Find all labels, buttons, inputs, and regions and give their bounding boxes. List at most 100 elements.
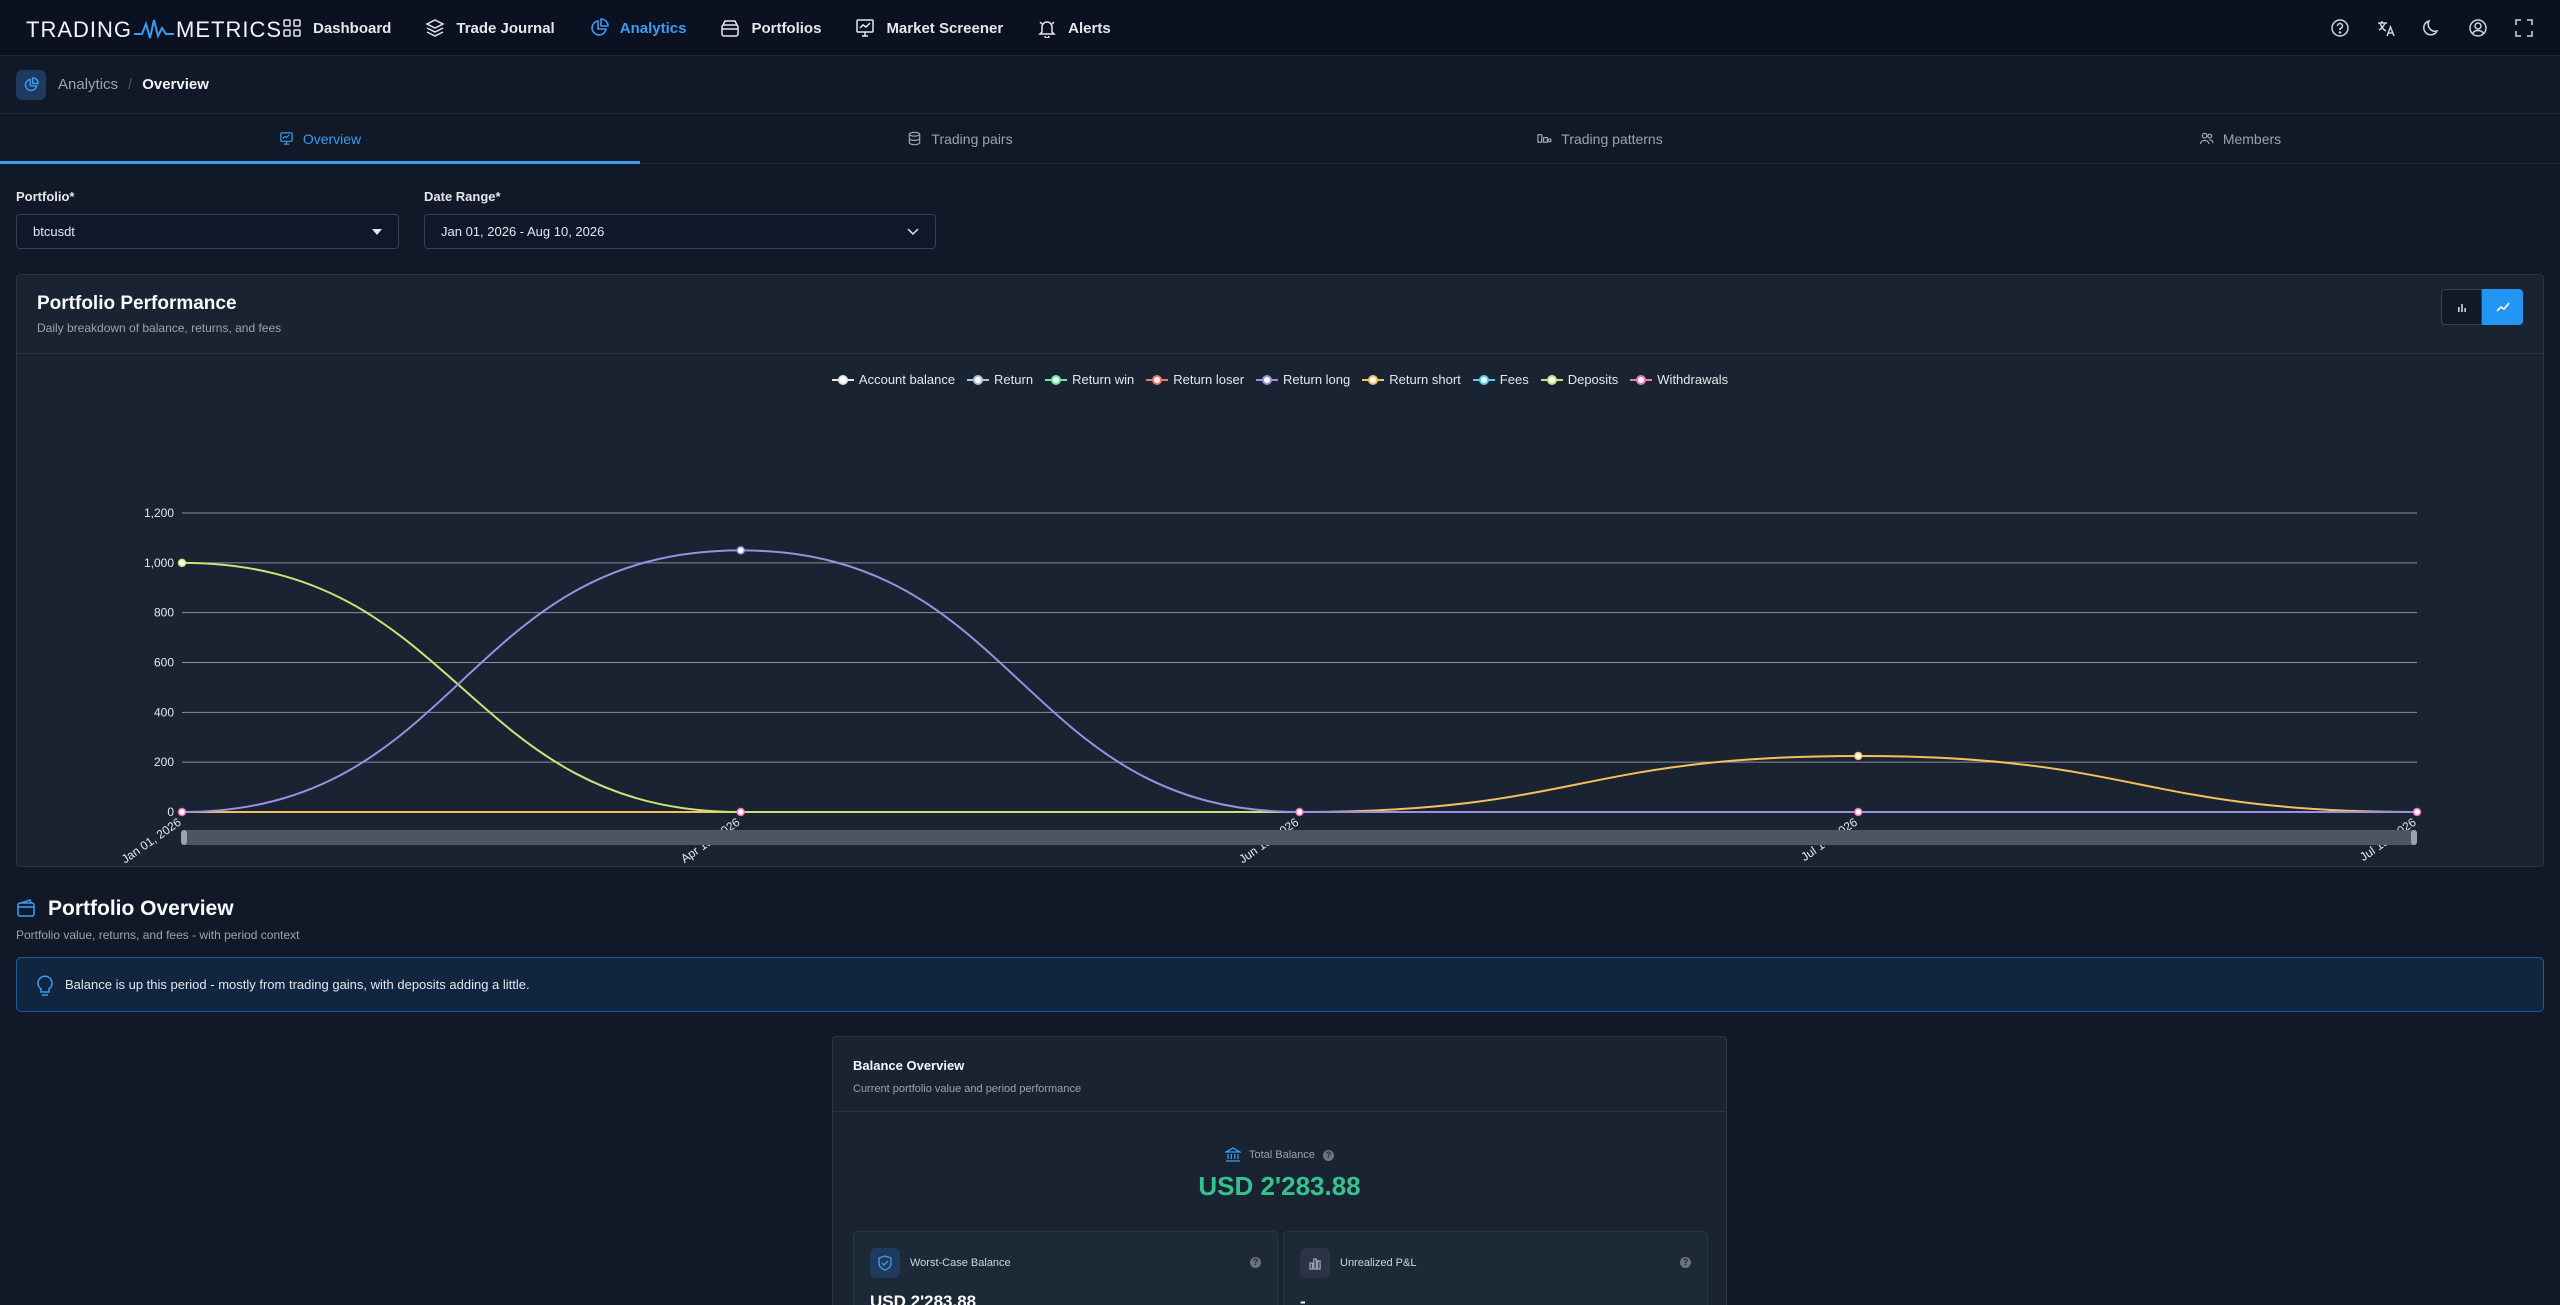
y-tick-label: 400	[154, 705, 174, 719]
legend-label: Return long	[1283, 372, 1351, 387]
nav-analytics[interactable]: Analytics	[589, 18, 687, 38]
tab-label: Overview	[302, 130, 362, 147]
legend-swatch	[1472, 374, 1495, 385]
legend-swatch	[1630, 374, 1653, 385]
tab-members[interactable]: Members	[1920, 114, 2560, 163]
total-balance-label: Total Balance	[1248, 1149, 1316, 1161]
analytics-icon	[16, 69, 46, 100]
shield-icon	[870, 1248, 900, 1278]
legend-item[interactable]: Fees	[1472, 372, 1529, 387]
overview-title: Portfolio Overview	[48, 897, 234, 920]
y-tick-label: 200	[154, 755, 174, 769]
bar-chart-button[interactable]	[2441, 289, 2482, 325]
tab-label: Trading pairs	[931, 130, 1013, 147]
nav-trade-journal[interactable]: Trade Journal	[425, 18, 555, 38]
series-line-deposits	[181, 561, 2417, 814]
chart-type-toggle	[2441, 289, 2523, 325]
x-tick-label: Jan 01, 2026	[119, 815, 184, 866]
analytics-tabs: Overview Trading pairs Trading patterns …	[0, 114, 2560, 164]
lightbulb-icon	[37, 975, 53, 996]
nav-alerts[interactable]: Alerts	[1037, 18, 1111, 38]
legend-item[interactable]: Account balance	[831, 372, 955, 387]
performance-subtitle: Daily breakdown of balance, returns, and…	[37, 321, 282, 335]
moon-icon[interactable]	[2422, 18, 2442, 38]
fullscreen-icon[interactable]	[2514, 18, 2534, 38]
data-point	[1295, 807, 1304, 817]
data-point	[736, 807, 745, 817]
legend-swatch	[1045, 374, 1068, 385]
legend-item[interactable]: Return long	[1256, 372, 1350, 387]
legend-item[interactable]: Return loser	[1146, 372, 1244, 387]
portfolio-value: btcusdt	[33, 224, 75, 239]
legend-item[interactable]: Return win	[1045, 372, 1134, 387]
date-range-value: Jan 01, 2026 - Aug 10, 2026	[441, 224, 605, 239]
logo-text-right: METRICS	[176, 17, 282, 42]
legend-item[interactable]: Withdrawals	[1630, 372, 1728, 387]
slider-handle-left[interactable]	[181, 830, 187, 845]
performance-title: Portfolio Performance	[37, 293, 237, 314]
bell-icon	[1038, 21, 1056, 38]
database-icon	[909, 131, 921, 146]
worst-case-value: USD 2'283.88	[870, 1292, 977, 1305]
tab-trading-patterns[interactable]: Trading patterns	[1280, 114, 1920, 163]
wallet-icon	[721, 20, 740, 37]
slider-handle-right[interactable]	[2411, 830, 2417, 845]
legend-item[interactable]: Deposits	[1540, 372, 1618, 387]
breadcrumb-analytics[interactable]: Analytics	[58, 76, 119, 93]
tab-overview[interactable]: Overview	[0, 114, 640, 164]
total-balance-value: USD 2'283.88	[1198, 1171, 1361, 1201]
data-point	[1854, 807, 1863, 817]
help-icon[interactable]	[2330, 18, 2350, 38]
legend-label: Return short	[1389, 372, 1461, 387]
legend-swatch	[1146, 374, 1169, 385]
legend-label: Return win	[1072, 372, 1135, 387]
balance-title: Balance Overview	[853, 1058, 965, 1073]
help-icon[interactable]: ?	[1680, 1257, 1691, 1268]
legend-swatch	[1540, 374, 1563, 385]
wallet-icon	[17, 899, 35, 917]
users-icon	[2199, 132, 2214, 145]
legend-swatch	[1256, 374, 1279, 385]
nav-label: Analytics	[619, 19, 687, 37]
nav-label: Portfolios	[751, 19, 822, 37]
caret-down-icon	[372, 228, 382, 235]
balance-subtitle: Current portfolio value and period perfo…	[853, 1083, 1082, 1095]
tab-label: Members	[2222, 130, 2282, 147]
line-chart-button[interactable]	[2482, 289, 2523, 325]
pattern-icon	[1537, 134, 1552, 143]
data-point	[177, 558, 187, 568]
y-tick-label: 0	[167, 805, 174, 819]
breadcrumb: Analytics / Overview	[0, 56, 2560, 114]
line-chart-icon	[2495, 302, 2510, 312]
date-range-picker[interactable]: Jan 01, 2026 - Aug 10, 2026	[424, 214, 936, 249]
unrealized-pnl-label: Unrealized P&L	[1340, 1257, 1417, 1269]
date-range-label: Date Range*	[424, 189, 501, 204]
nav-dashboard[interactable]: Dashboard	[282, 18, 391, 38]
legend-swatch	[831, 374, 854, 385]
screener-icon	[856, 19, 875, 37]
help-icon[interactable]: ?	[1323, 1149, 1335, 1161]
breadcrumb-current: Overview	[142, 76, 209, 93]
nav-market-screener[interactable]: Market Screener	[855, 18, 1003, 38]
logo-text-left: TRADING	[26, 17, 132, 42]
nav-label: Alerts	[1068, 19, 1111, 37]
y-tick-label: 800	[154, 606, 174, 620]
nav-portfolios[interactable]: Portfolios	[720, 18, 821, 38]
card-divider	[17, 353, 2543, 354]
balance-overview-card: Balance Overview Current portfolio value…	[832, 1036, 1727, 1305]
legend-item[interactable]: Return short	[1362, 372, 1461, 387]
series-line-return-short	[182, 754, 2418, 814]
nav-label: Trade Journal	[456, 19, 555, 37]
translate-icon[interactable]	[2376, 18, 2396, 38]
tab-trading-pairs[interactable]: Trading pairs	[640, 114, 1280, 163]
y-tick-label: 600	[154, 656, 174, 670]
app-logo[interactable]: TRADING METRICS	[26, 16, 282, 44]
help-icon[interactable]: ?	[1250, 1257, 1261, 1268]
legend-item[interactable]: Return	[967, 372, 1033, 387]
legend-label: Fees	[1499, 372, 1529, 387]
user-icon[interactable]	[2468, 18, 2488, 38]
data-point	[2412, 807, 2422, 817]
legend-label: Return loser	[1173, 372, 1245, 387]
chart-zoom-slider[interactable]	[181, 830, 2417, 845]
portfolio-select[interactable]: btcusdt	[16, 214, 399, 249]
